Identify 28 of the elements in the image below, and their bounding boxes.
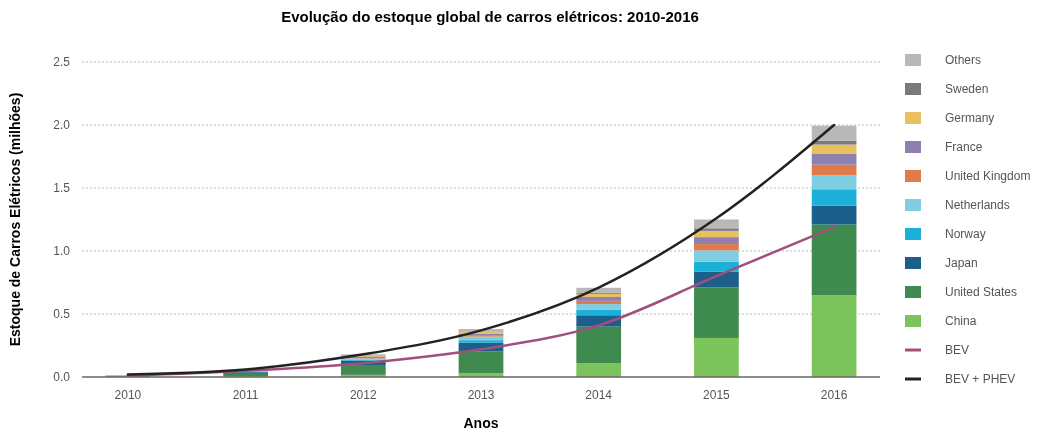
y-tick-label: 0.5 xyxy=(53,307,71,322)
legend-label: Netherlands xyxy=(945,198,1010,213)
x-tick-label: 2014 xyxy=(585,388,613,402)
legend-label: Germany xyxy=(945,111,995,126)
y-tick-label: 1.0 xyxy=(53,244,71,259)
legend-label: Others xyxy=(945,53,982,68)
legend-label: Norway xyxy=(945,227,986,242)
legend-label: China xyxy=(945,314,977,329)
legend-label: United Kingdom xyxy=(945,169,1031,184)
legend-label: United States xyxy=(945,285,1018,300)
x-tick-label: 2016 xyxy=(820,388,848,402)
chart-title: Evolução do estoque global de carros elétricos: 2010-2016 xyxy=(281,8,699,25)
legend-label: France xyxy=(945,140,983,155)
y-tick-label: 2.5 xyxy=(53,55,71,70)
y-axis-title: Estoque de Carros Elétricos (milhões) xyxy=(7,92,23,347)
legend-label: Sweden xyxy=(945,82,989,97)
y-tick-label: 2.0 xyxy=(53,118,71,133)
y-tick-label: 1.5 xyxy=(53,181,71,196)
legend-label: BEV xyxy=(945,343,970,358)
x-tick-label: 2015 xyxy=(703,388,731,402)
y-tick-label: 0.0 xyxy=(53,370,71,385)
x-tick-label: 2013 xyxy=(467,388,495,402)
x-tick-label: 2010 xyxy=(114,388,142,402)
x-tick-label: 2011 xyxy=(232,388,259,402)
x-tick-label: 2012 xyxy=(349,388,377,402)
legend-label: Japan xyxy=(945,256,978,271)
legend-label: BEV + PHEV xyxy=(945,372,1016,387)
x-axis-title: Anos xyxy=(463,415,499,431)
